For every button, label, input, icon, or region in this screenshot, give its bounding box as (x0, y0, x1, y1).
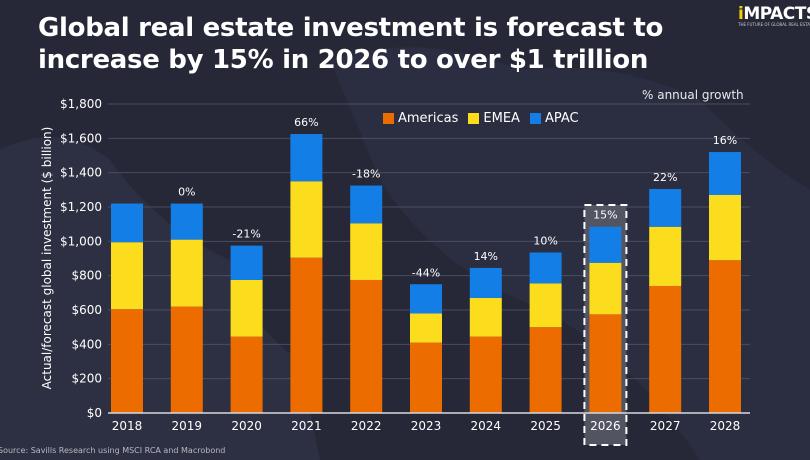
legend: Americas EMEA APAC (383, 111, 579, 126)
bar-americas-2027 (649, 285, 682, 413)
bar-apac-2020 (230, 245, 263, 280)
bar-emea-2027 (649, 226, 682, 286)
growth-label-2022: -18% (352, 168, 380, 181)
y-tick-label: $1,600 (60, 131, 102, 145)
legend-item-emea: EMEA (468, 111, 520, 126)
growth-label-2023: -44% (412, 266, 440, 279)
bar-apac-2023 (410, 284, 442, 314)
bar-emea-2020 (230, 279, 263, 337)
source-note: Source: Savills Research using MSCI RCA … (0, 446, 226, 455)
bar-emea-2026 (589, 262, 622, 315)
bar-americas-2025 (529, 327, 562, 413)
bar-apac-2026 (589, 226, 622, 263)
x-tick-label: 2027 (650, 419, 681, 433)
bar-americas-2026 (589, 314, 622, 413)
title-line-1: Global real estate investment is forecas… (38, 13, 664, 43)
bar-apac-2025 (529, 252, 562, 284)
x-tick-label: 2023 (411, 419, 442, 433)
x-tick-label: 2021 (291, 419, 322, 433)
y-tick-label: $1,800 (60, 97, 102, 111)
y-tick-label: $200 (71, 372, 102, 386)
bar-apac-2018 (111, 203, 143, 243)
growth-label-2028: 16% (713, 134, 737, 147)
eurasia-map-shape (330, 47, 810, 460)
bar-americas-2018 (111, 309, 143, 413)
growth-label-2025: 10% (533, 234, 557, 247)
y-tick-label: $1,000 (60, 234, 102, 248)
bar-emea-2018 (111, 242, 143, 310)
bar-emea-2023 (410, 313, 442, 343)
bar-apac-2021 (290, 134, 323, 182)
bar-americas-2019 (170, 306, 203, 413)
impacts-logo: iMPACTS THE FUTURE OF GLOBAL REAL ESTATE (738, 4, 810, 27)
y-tick-label: $1,400 (60, 166, 102, 180)
bar-apac-2028 (709, 152, 741, 195)
x-tick-label: 2020 (231, 419, 262, 433)
chart-title: Global real estate investment is forecas… (38, 12, 663, 76)
y-tick-label: $0 (87, 406, 102, 420)
legend-label: APAC (544, 111, 579, 126)
legend-swatch (529, 113, 541, 124)
bar-americas-2023 (410, 342, 442, 413)
growth-label-2019: 0% (178, 186, 195, 199)
growth-label-2021: 66% (294, 116, 318, 129)
x-tick-label: 2028 (710, 419, 741, 433)
growth-label-2024: 14% (474, 250, 498, 263)
bar-apac-2019 (170, 203, 203, 240)
legend-label: EMEA (483, 111, 520, 126)
bar-americas-2021 (290, 257, 323, 413)
x-tick-label: 2026 (590, 419, 621, 433)
growth-label-2026: 15% (593, 209, 617, 222)
bar-apac-2022 (350, 185, 383, 224)
title-line-2: increase by 15% in 2026 to over $1 trill… (38, 45, 649, 75)
legend-item-apac: APAC (529, 111, 579, 126)
bar-emea-2019 (170, 239, 203, 307)
bar-americas-2028 (709, 260, 741, 413)
bar-emea-2022 (350, 223, 383, 280)
legend-swatch (468, 113, 480, 124)
bar-apac-2024 (469, 267, 502, 298)
bar-emea-2025 (529, 283, 562, 328)
bar-apac-2027 (649, 188, 682, 227)
bar-americas-2022 (350, 279, 383, 413)
bar-emea-2024 (469, 297, 502, 337)
x-tick-label: 2019 (172, 419, 203, 433)
x-tick-label: 2022 (351, 419, 382, 433)
bar-emea-2028 (709, 194, 741, 261)
growth-label-2020: -21% (232, 228, 260, 241)
legend-label: Americas (398, 111, 459, 126)
y-tick-label: $600 (71, 303, 102, 317)
bar-americas-2020 (230, 336, 263, 413)
x-tick-label: 2024 (471, 419, 502, 433)
legend-item-americas: Americas (383, 111, 458, 126)
x-tick-label: 2025 (530, 419, 561, 433)
annual-growth-title: % annual growth (642, 88, 744, 102)
bar-americas-2024 (469, 336, 502, 413)
bar-emea-2021 (290, 181, 323, 258)
legend-swatch (383, 113, 394, 124)
y-tick-label: $800 (71, 269, 102, 283)
y-tick-label: $1,200 (60, 200, 102, 214)
growth-label-2027: 22% (653, 171, 677, 184)
y-tick-label: $400 (71, 337, 102, 351)
x-tick-label: 2018 (112, 419, 143, 433)
